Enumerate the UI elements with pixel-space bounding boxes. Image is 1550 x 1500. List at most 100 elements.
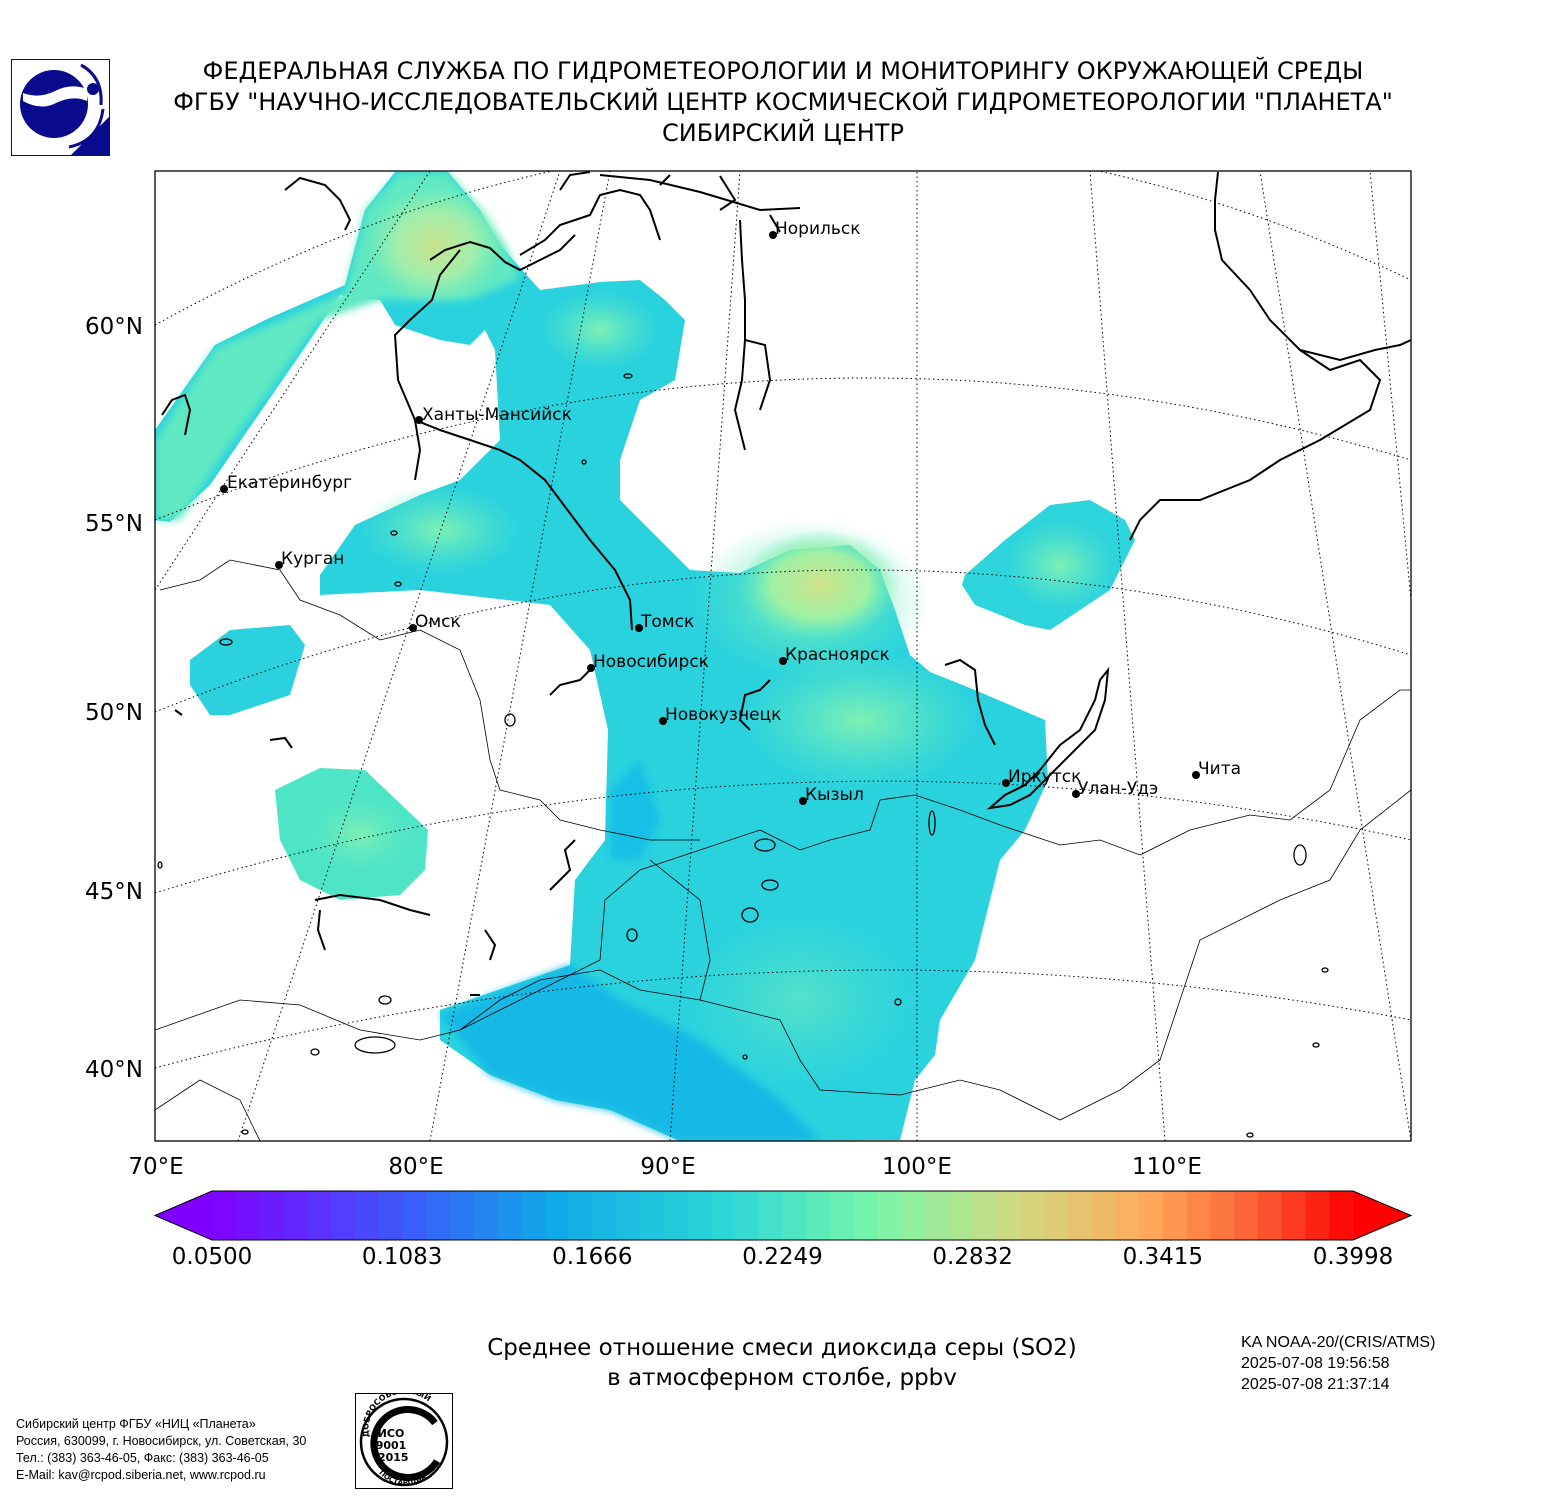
colorbar-segment [1139, 1191, 1164, 1240]
colorbar-segment [1186, 1191, 1211, 1240]
colorbar-segment [1329, 1191, 1354, 1240]
lon-label-80: 80°E [388, 1154, 443, 1180]
colorbar-segment [1281, 1191, 1307, 1240]
lon-label-110: 110°E [1132, 1154, 1202, 1180]
lat-label-40: 40°N [85, 1057, 143, 1083]
colorbar-segment [1305, 1191, 1330, 1240]
iso-certificate-badge: ДОБРОСОВЕСТНЫЙ ПОСТАВЩИК ИСО 9001 -2015 [355, 1393, 453, 1489]
header-line-3: СИБИРСКИЙ ЦЕНТР [662, 119, 904, 147]
colorbar-segment [568, 1191, 593, 1240]
colorbar-segment [592, 1191, 617, 1240]
colorbar-segment [1257, 1191, 1283, 1240]
time-end: 2025-07-08 21:37:14 [1241, 1376, 1390, 1393]
colorbar-tick-label: 0.1083 [361, 1244, 443, 1270]
lon-label-90: 90°E [640, 1154, 695, 1180]
colorbar-segment [521, 1191, 546, 1240]
colorbar-segment [972, 1191, 998, 1240]
lakes [157, 373, 1329, 1138]
colorbar-segment [259, 1191, 284, 1240]
colorbar-segment [877, 1191, 902, 1240]
map-caption: Среднее отношение смеси диоксида серы (S… [432, 1333, 1132, 1393]
colorbar-segment [1067, 1191, 1093, 1240]
iso-code-3: -2015 [373, 1451, 408, 1464]
footer-line-2: Россия, 630099, г. Новосибирск, ул. Сове… [16, 1434, 307, 1448]
colorbar-extend-min [155, 1191, 212, 1240]
colorbar-extend-max [1353, 1191, 1411, 1240]
colorbar-segment [996, 1191, 1021, 1240]
colorbar-segment [212, 1191, 237, 1240]
planeta-logo-icon [11, 59, 110, 156]
colorbar-segment [402, 1191, 427, 1240]
footer-line-1: Сибирский центр ФГБУ «НИЦ «Планета» [16, 1417, 256, 1431]
lat-label-45: 45°N [85, 879, 143, 905]
iso-code-1: ИСО [378, 1427, 405, 1440]
colorbar-segment [853, 1191, 879, 1240]
city-label: Норильск [775, 219, 861, 239]
lat-label-60: 60°N [85, 314, 143, 340]
city-label: Иркутск [1008, 767, 1081, 787]
colorbar [153, 1190, 1413, 1241]
city-label: Курган [281, 549, 344, 569]
colorbar-segment [925, 1191, 950, 1240]
colorbar-tick-label: 0.1666 [552, 1244, 633, 1270]
colorbar-segment [1234, 1191, 1259, 1240]
city-label: Томск [640, 612, 694, 632]
header: ФЕДЕРАЛЬНАЯ СЛУЖБА ПО ГИДРОМЕТЕОРОЛОГИИ … [130, 56, 1436, 149]
latitude-labels: 60°N 55°N 50°N 45°N 40°N [85, 314, 143, 1083]
colorbar-tick-label: 0.2832 [932, 1244, 1013, 1270]
colorbar-outline [153, 1190, 1413, 1241]
colorbar-segment [307, 1191, 332, 1240]
city-label: Красноярск [785, 645, 890, 665]
colorbar-tick-label: 0.3998 [1312, 1244, 1394, 1270]
cities: Норильск Ханты-Мансийск Екатеринбург Кур… [220, 219, 1241, 805]
coastlines-rivers [161, 171, 1411, 996]
footer-line-4: E-Mail: kav@rcpod.siberia.net, www.rcpod… [16, 1468, 266, 1482]
colorbar-segment [758, 1191, 784, 1240]
header-line-1: ФЕДЕРАЛЬНАЯ СЛУЖБА ПО ГИДРОМЕТЕОРОЛОГИИ … [202, 57, 1364, 85]
map-frame [154, 170, 1412, 1142]
footer-line-3: Тел.: (383) 363-46-05, Факс: (383) 363-4… [16, 1451, 269, 1465]
city-label: Омск [415, 612, 461, 632]
lon-label-100: 100°E [882, 1154, 952, 1180]
colorbar-segment [616, 1191, 641, 1240]
city-label: Чита [1198, 759, 1241, 779]
city-label: Ханты-Мансийск [422, 405, 572, 425]
time-start: 2025-07-08 19:56:58 [1241, 1355, 1390, 1372]
colorbar-segment [235, 1191, 261, 1240]
longitude-labels: 70°E 80°E 90°E 100°E 110°E [128, 1154, 1202, 1180]
satellite-info: KA NOAA-20/(CRIS/ATMS) 2025-07-08 19:56:… [1241, 1332, 1435, 1395]
colorbar-segment [497, 1191, 522, 1240]
colorbar-segment [830, 1191, 855, 1240]
colorbar-segment [639, 1191, 665, 1240]
header-line-2: ФГБУ "НАУЧНО-ИССЛЕДОВАТЕЛЬСКИЙ ЦЕНТР КОС… [173, 88, 1393, 116]
caption-line-1: Среднее отношение смеси диоксида серы (S… [487, 1335, 1077, 1361]
colorbar-segment [378, 1191, 403, 1240]
country-borders [155, 559, 1411, 1141]
city-label: Новосибирск [593, 652, 709, 672]
so2-field [155, 172, 1135, 1141]
city-label: Новокузнецк [665, 705, 781, 725]
lon-label-70: 70°E [128, 1154, 183, 1180]
colorbar-segment [1162, 1191, 1188, 1240]
colorbar-segment [354, 1191, 379, 1240]
colorbar-segment [1210, 1191, 1235, 1240]
lat-label-55: 55°N [85, 511, 143, 537]
colorbar-segment [806, 1191, 831, 1240]
colorbar-segment [782, 1191, 807, 1240]
colorbar-segment [283, 1191, 308, 1240]
colorbar-segment [734, 1191, 760, 1240]
colorbar-segment [901, 1191, 926, 1240]
colorbar-tick-label: 0.3415 [1122, 1244, 1204, 1270]
colorbar-segment [1043, 1191, 1069, 1240]
colorbar-segment [544, 1191, 570, 1240]
colorbar-segment [1091, 1191, 1116, 1240]
footer-contacts: Сибирский центр ФГБУ «НИЦ «Планета» Росс… [16, 1416, 306, 1484]
colorbar-segment [330, 1191, 356, 1240]
colorbar-segment [1020, 1191, 1045, 1240]
colorbar-segment [687, 1191, 712, 1240]
colorbar-segment [449, 1191, 475, 1240]
colorbar-segment [1115, 1191, 1140, 1240]
colorbar-segment [473, 1191, 498, 1240]
graticule [155, 171, 1411, 1141]
